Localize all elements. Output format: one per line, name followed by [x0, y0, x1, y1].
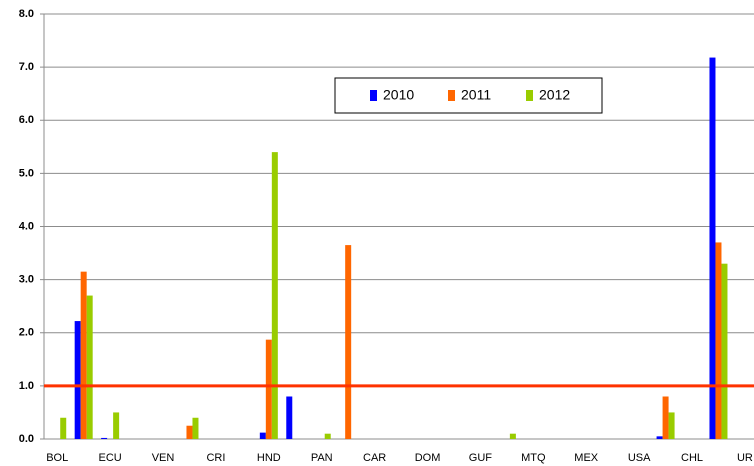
y-tick-label: 0.0 — [19, 433, 34, 445]
bar — [86, 295, 93, 439]
y-tick-label: 8.0 — [19, 8, 34, 20]
x-tick-label: BOL — [46, 452, 68, 464]
x-tick-label: USA — [628, 452, 651, 464]
x-tick-label: CRI — [206, 452, 225, 464]
y-tick-label: 4.0 — [19, 220, 34, 232]
y-tick-label: 5.0 — [19, 167, 34, 179]
legend-swatch — [370, 90, 377, 101]
x-tick-label: DOM — [415, 452, 441, 464]
bar — [709, 57, 716, 439]
y-tick-label: 1.0 — [19, 380, 34, 392]
y-tick-label: 3.0 — [19, 274, 34, 286]
x-tick-label: UR — [737, 452, 753, 464]
bar — [186, 425, 193, 439]
bar — [113, 412, 120, 439]
x-tick-label: PAN — [311, 452, 333, 464]
legend-label: 2012 — [539, 87, 570, 103]
legend-label: 2011 — [461, 87, 491, 103]
legend-label: 2010 — [383, 87, 414, 103]
x-tick-label: ECU — [99, 452, 122, 464]
bar — [80, 271, 87, 439]
bar — [715, 242, 722, 439]
bar — [668, 412, 675, 439]
legend-swatch — [526, 90, 533, 101]
x-tick-label: MEX — [574, 452, 599, 464]
bar — [324, 433, 331, 439]
x-tick-label: CHL — [681, 452, 703, 464]
bar — [509, 433, 516, 439]
x-tick-label: HND — [257, 452, 281, 464]
x-tick-label: GUF — [469, 452, 493, 464]
x-tick-label: MTQ — [521, 452, 546, 464]
x-tick-label: VEN — [152, 452, 175, 464]
x-tick-label: CAR — [363, 452, 386, 464]
legend-box — [334, 77, 603, 114]
bar — [721, 263, 728, 439]
bar — [662, 396, 669, 439]
bar — [101, 437, 108, 439]
bar — [74, 321, 81, 439]
bar — [345, 245, 352, 439]
y-tick-label: 6.0 — [19, 114, 34, 126]
bar — [259, 432, 266, 439]
legend-swatch — [448, 90, 455, 101]
bar — [60, 417, 67, 439]
y-tick-label: 7.0 — [19, 61, 34, 73]
bar — [192, 417, 199, 439]
bar — [656, 436, 663, 439]
bar — [265, 339, 272, 439]
bar — [271, 152, 278, 439]
y-tick-label: 2.0 — [19, 327, 34, 339]
bar — [286, 396, 293, 439]
